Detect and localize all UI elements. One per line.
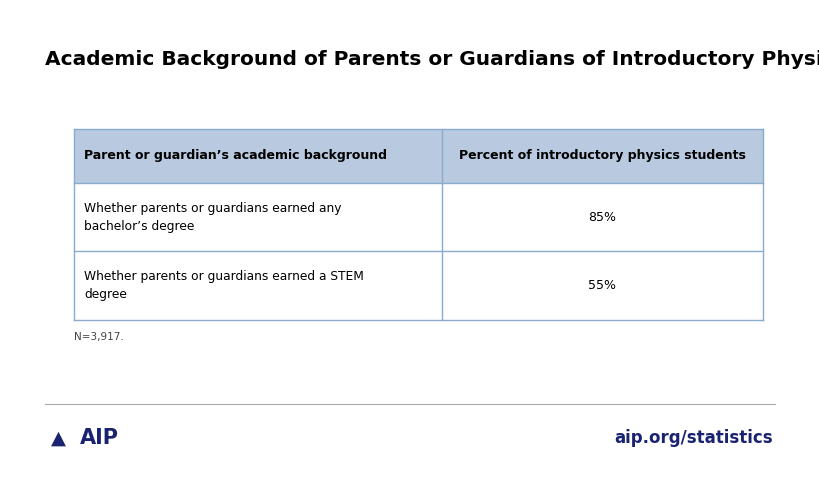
Text: aip.org/statistics: aip.org/statistics [613,429,771,447]
Text: 85%: 85% [588,210,616,224]
Text: 55%: 55% [588,279,616,293]
Text: Parent or guardian’s academic background: Parent or guardian’s academic background [84,149,387,163]
Text: ▲: ▲ [51,429,66,448]
Text: Whether parents or guardians earned a STEM
degree: Whether parents or guardians earned a ST… [84,271,364,301]
Text: Percent of introductory physics students: Percent of introductory physics students [459,149,745,163]
Text: Whether parents or guardians earned any
bachelor’s degree: Whether parents or guardians earned any … [84,202,342,232]
Text: N=3,917.: N=3,917. [74,332,124,342]
Text: AIP: AIP [79,428,119,448]
Text: Academic Background of Parents or Guardians of Introductory Physics Students: Academic Background of Parents or Guardi… [45,50,819,69]
